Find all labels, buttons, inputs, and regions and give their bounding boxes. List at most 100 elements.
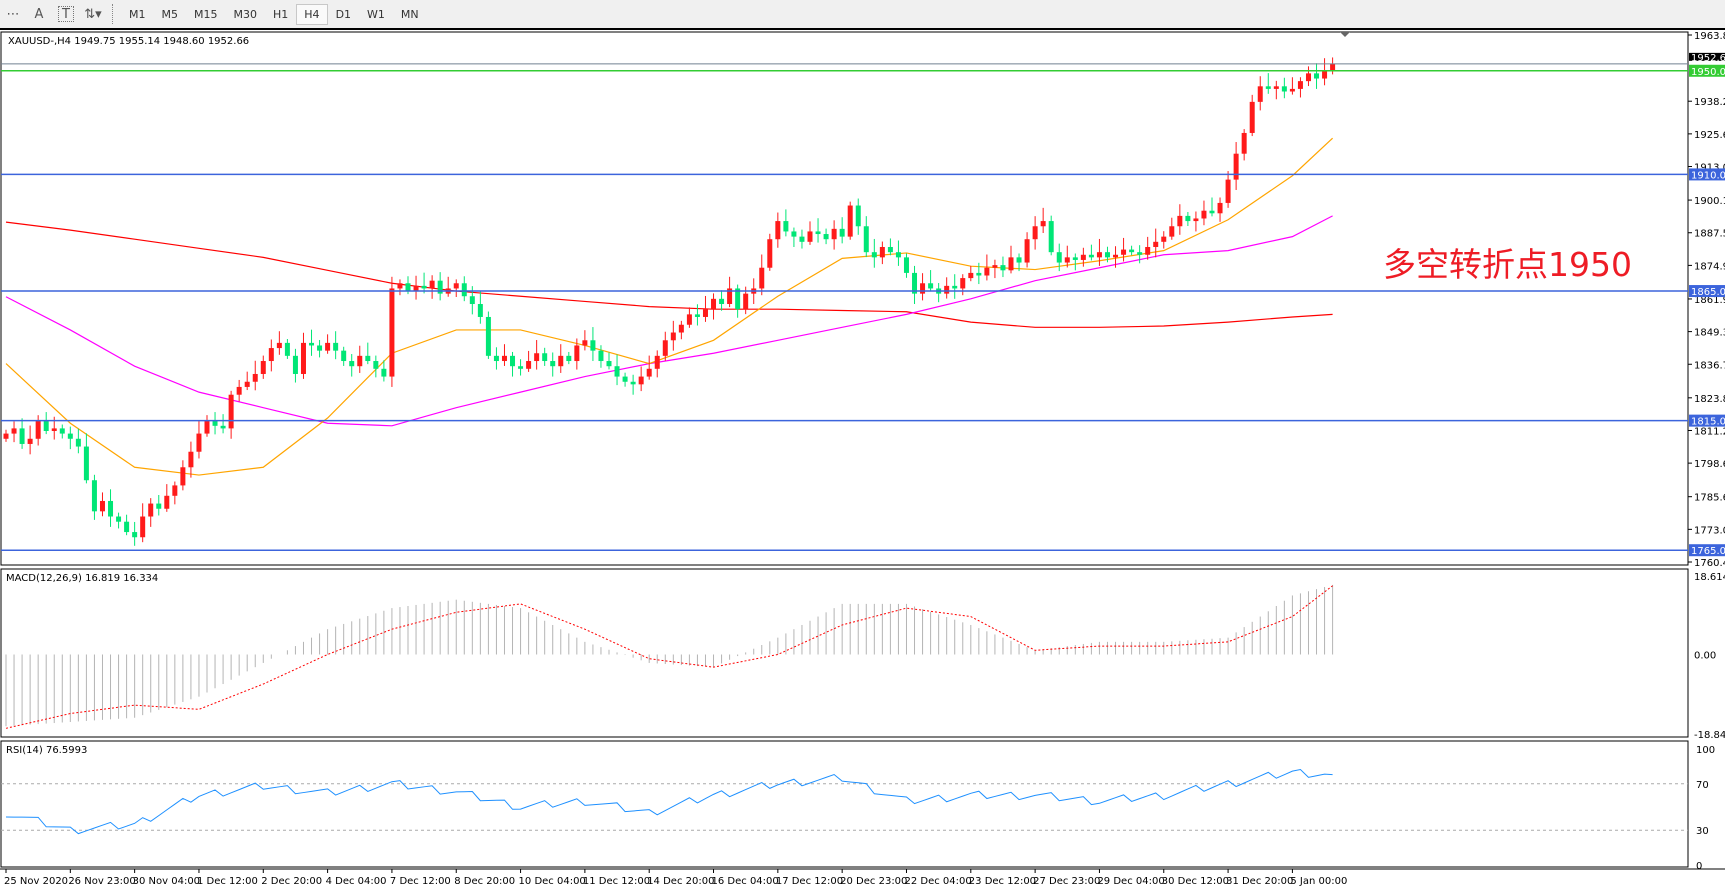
macd-signal-line: [5, 585, 1333, 729]
time-label: 16 Dec 04:00: [712, 876, 779, 887]
text-label-icon[interactable]: T: [58, 6, 74, 22]
candle-body: [1016, 257, 1022, 263]
candle-body: [381, 368, 387, 377]
candle-body: [3, 433, 9, 439]
timeframe-d1[interactable]: D1: [335, 7, 352, 21]
price-tick-label: 1785.65: [1694, 493, 1725, 504]
candle-body: [767, 239, 773, 268]
candle-body: [51, 428, 57, 431]
level-label-bg: [1689, 414, 1725, 427]
time-label: 8 Dec 20:00: [454, 876, 515, 887]
macd-pane: [0, 568, 1689, 738]
timeframe-w1[interactable]: W1: [367, 7, 385, 21]
candle-body: [920, 283, 926, 294]
candle-body: [783, 221, 789, 232]
time-label: 4 Dec 04:00: [326, 876, 387, 887]
candle-body: [453, 283, 459, 289]
candle-body: [1273, 86, 1279, 89]
candle-body: [1185, 215, 1191, 222]
candle-body: [727, 288, 733, 305]
candle-body: [855, 205, 861, 227]
candle-body: [11, 428, 17, 434]
candle-body: [1193, 218, 1199, 222]
candle-body: [1161, 236, 1167, 242]
candle-body: [325, 342, 331, 351]
candle-body: [879, 246, 885, 258]
candle-body: [180, 467, 186, 486]
time-label: 7 Dec 12:00: [390, 876, 451, 887]
level-label: 1950.00: [1691, 67, 1725, 78]
candle-body: [823, 234, 829, 240]
price-tick-label: 1900.10: [1694, 196, 1725, 207]
candle-body: [895, 252, 901, 258]
candle-body: [928, 283, 934, 289]
candle-body: [743, 293, 749, 310]
timeframe-mn[interactable]: MN: [400, 7, 419, 21]
candle-body: [1080, 254, 1086, 260]
toolbar-separator: [112, 4, 115, 24]
candle-body: [252, 373, 258, 382]
candle-body: [1305, 73, 1311, 82]
candle-body: [839, 228, 845, 237]
time-label: 26 Nov 23:00: [68, 876, 135, 887]
candle-body: [148, 503, 154, 517]
level-label-bg: [1689, 168, 1725, 181]
timeframe-m5[interactable]: M5: [161, 7, 179, 21]
timeframe-m1[interactable]: M1: [129, 7, 146, 21]
main-pane: [0, 31, 1689, 566]
shift-marker-icon[interactable]: [1340, 32, 1350, 37]
time-label: 27 Dec 23:00: [1033, 876, 1100, 887]
candle-body: [1289, 88, 1295, 92]
candle-body: [172, 485, 178, 496]
candle-body: [188, 451, 194, 468]
price-tick-label: 1823.80: [1694, 394, 1725, 405]
candle-body: [1137, 252, 1143, 255]
fibo-fan-icon[interactable]: ⋯: [6, 6, 20, 22]
price-tick-label: 1874.90: [1694, 261, 1725, 272]
candle-body: [1169, 226, 1175, 237]
time-label: 23 Dec 12:00: [969, 876, 1036, 887]
time-label: 22 Dec 04:00: [904, 876, 971, 887]
time-label: 30 Dec 12:00: [1162, 876, 1229, 887]
candle-body: [317, 345, 323, 351]
candle-body: [1088, 254, 1094, 258]
time-label: 31 Dec 20:00: [1226, 876, 1293, 887]
timeframe-m30[interactable]: M30: [233, 7, 258, 21]
price-tick-label: 1925.65: [1694, 130, 1725, 141]
level-label: 1815.00: [1691, 417, 1725, 428]
candle-body: [108, 500, 114, 517]
candle-body: [1314, 73, 1320, 79]
candle-body: [1129, 249, 1135, 253]
candle-body: [35, 420, 41, 439]
time-label: 10 Dec 04:00: [519, 876, 586, 887]
timeframe-m15[interactable]: M15: [194, 7, 218, 21]
arrows-icon[interactable]: ⇅▾: [84, 6, 102, 22]
chart-canvas[interactable]: XAUUSD-,H4 1949.75 1955.14 1948.60 1952.…: [0, 30, 1725, 891]
price-tick-label: 1811.20: [1694, 426, 1725, 437]
candle-body: [196, 433, 202, 452]
candle-body: [686, 314, 692, 325]
candle-body: [558, 355, 564, 367]
candle-body: [1032, 226, 1038, 240]
price-tick-label: 1963.80: [1694, 31, 1725, 42]
timeframe-h4[interactable]: H4: [296, 3, 328, 25]
candle-body: [960, 278, 966, 289]
candle-body: [67, 433, 73, 439]
candle-body: [309, 342, 315, 346]
price-tick-label: 1760.45: [1694, 558, 1725, 569]
candle-body: [871, 252, 877, 258]
candle-body: [1064, 257, 1070, 263]
candle-body: [1281, 86, 1287, 92]
candle-body: [132, 532, 138, 538]
candle-body: [638, 376, 644, 385]
chart-window[interactable]: XAUUSD-,H4 1949.75 1955.14 1948.60 1952.…: [0, 28, 1725, 891]
level-label-bg: [1689, 544, 1725, 557]
text-icon[interactable]: A: [34, 6, 44, 22]
candle-body: [284, 342, 290, 356]
candle-body: [1330, 63, 1336, 72]
candle-body: [759, 267, 765, 289]
rsi-line: [5, 769, 1333, 835]
timeframe-group: M1 M5 M15 M30 H1 H4 D1 W1 MN: [121, 3, 427, 25]
candle-body: [1024, 239, 1030, 263]
timeframe-h1[interactable]: H1: [273, 7, 289, 21]
